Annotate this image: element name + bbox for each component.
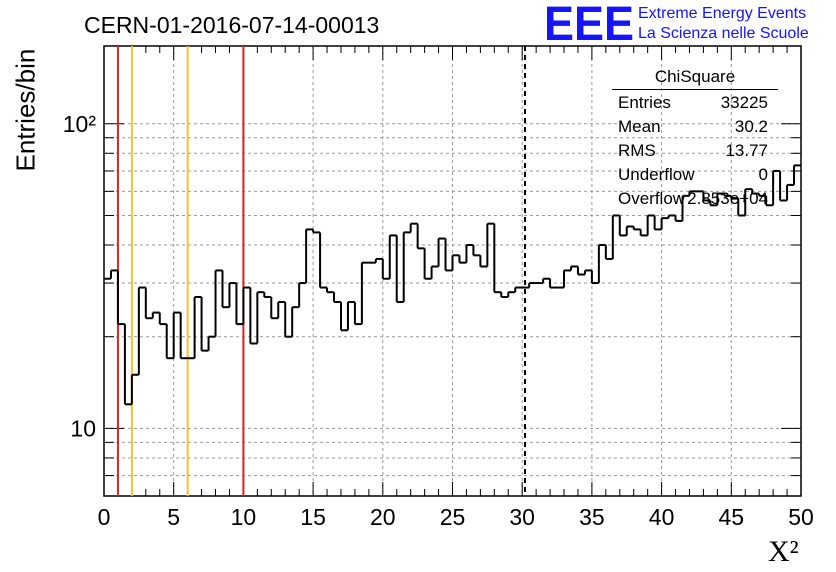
x-tick-label: 10 xyxy=(231,504,257,530)
y-tick-label: 10 xyxy=(70,415,96,441)
chart-title: CERN-01-2016-07-14-00013 xyxy=(84,12,380,38)
eee-logo-text: EEE xyxy=(544,2,634,44)
stats-value: 13.77 xyxy=(725,141,768,160)
stats-row: Entries 33225 xyxy=(612,93,778,117)
histogram-bins xyxy=(104,164,801,406)
stats-value: 33225 xyxy=(720,93,768,112)
x-tick-label: 25 xyxy=(440,504,466,530)
y-tick-labels: 10 10² xyxy=(63,111,97,442)
stats-label: Underflow xyxy=(618,165,695,184)
x-tick-label: 40 xyxy=(649,504,675,530)
x-tick-label: 50 xyxy=(788,504,814,530)
stats-row: RMS 13.77 xyxy=(612,141,778,165)
brand-line-2: La Scienza nelle Scuole xyxy=(638,25,809,42)
x-tick-label: 15 xyxy=(300,504,326,530)
x-tick-label: 0 xyxy=(98,504,111,530)
stats-label: Entries xyxy=(618,93,671,112)
stats-row: Overflow 2.853e+04 xyxy=(612,189,778,213)
y-axis-label: Entries/bin xyxy=(10,48,41,172)
x-tick-label: 5 xyxy=(167,504,180,530)
x-tick-label: 45 xyxy=(719,504,745,530)
stats-value: 30.2 xyxy=(734,117,768,136)
grid xyxy=(104,46,801,496)
stats-label: Mean xyxy=(618,117,661,136)
stats-box-title: ChiSquare xyxy=(612,67,778,90)
x-tick-label: 30 xyxy=(509,504,535,530)
stats-label: Overflow xyxy=(618,189,686,208)
brand-line-1: Extreme Energy Events xyxy=(638,5,807,22)
x-axis-label: X² xyxy=(768,535,799,568)
stats-row: Mean 30.2 xyxy=(612,117,778,141)
x-tick-label: 35 xyxy=(579,504,605,530)
x-tick-label: 20 xyxy=(370,504,396,530)
stats-row: Underflow 0 xyxy=(612,165,778,189)
x-tick-labels: 0 5 10 15 20 25 30 35 40 45 50 xyxy=(98,504,814,530)
axis-ticks xyxy=(103,46,802,496)
stats-value: 0 xyxy=(758,165,768,184)
stats-label: RMS xyxy=(618,141,656,160)
stats-value: 2.853e+04 xyxy=(687,189,768,208)
y-tick-label: 10² xyxy=(63,111,97,137)
stats-box: ChiSquare Entries 33225 Mean 30.2 RMS 13.77… xyxy=(612,67,778,213)
eee-logo: EEE xyxy=(544,2,634,44)
